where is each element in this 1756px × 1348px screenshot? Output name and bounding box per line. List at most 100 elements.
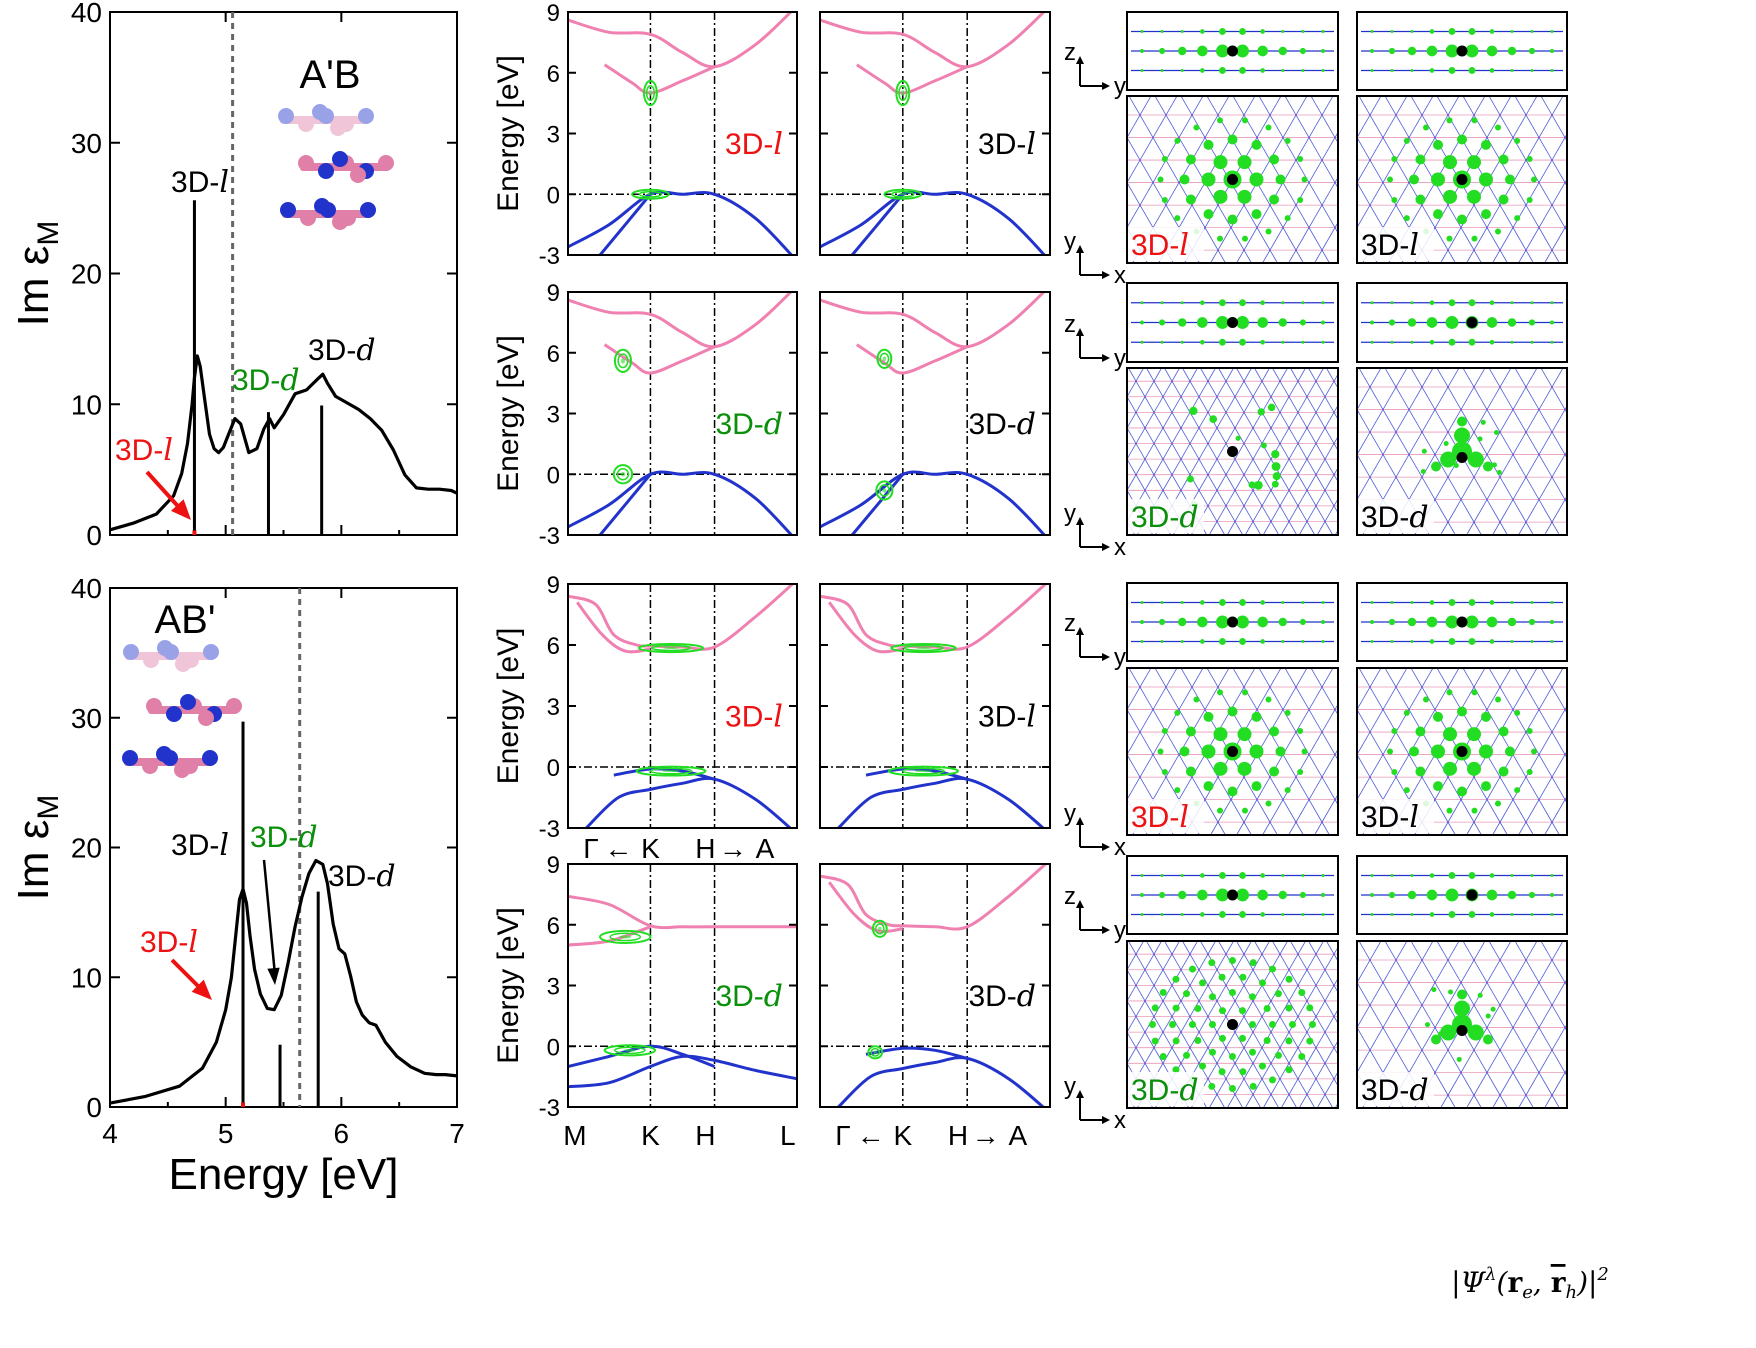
lattice-bond [1342,631,1355,654]
density-lobe [1550,640,1554,643]
lattice-bond [1095,126,1108,149]
lattice-bond [1558,978,1567,995]
y-axis-label-main: Im ε [9,246,58,327]
lattice-bond [1114,405,1123,421]
exciton-weight [651,644,692,652]
lattice-bond [1402,1106,1404,1108]
lattice-bond [1108,104,1121,127]
band-y-tick-label: 6 [547,341,560,368]
lattice-bond [1108,194,1121,217]
lattice [1095,96,1338,263]
lattice-bond [1280,529,1285,535]
hole-position [1466,317,1478,328]
lattice-bond [1338,721,1351,744]
density-lobe [1471,235,1478,242]
lattice-bond [1402,126,1416,150]
lattice-bond [1441,993,1455,1017]
lattice-bond [1180,668,1186,676]
lattice-bond [1195,545,1204,561]
lattice-bond [1284,368,1289,374]
lattice-bond [1545,465,1559,489]
lattice-bond [1545,1038,1559,1062]
lattice-bond [1339,1087,1348,1103]
lattice [1338,96,1598,263]
lattice-bond [1184,833,1186,835]
k-point-label: → [972,1120,1000,1151]
lattice-bond [1338,721,1351,744]
lattice-bond [1195,1118,1204,1134]
lattice-bond [1585,126,1598,149]
lattice-bond [1342,811,1355,834]
lattice-bond [1127,1031,1132,1041]
lattice-bond [1338,194,1351,217]
density-lobe [1528,319,1536,326]
lattice-bond [1339,545,1348,561]
density-lobe [1550,913,1554,916]
lattice-bond [1203,977,1213,994]
wavefunction-panel-label: 3D-l [1361,800,1419,835]
density-lobe [1481,209,1491,220]
density-lobe [1431,172,1445,187]
density-lobe [1239,299,1246,307]
lattice-bond [1585,171,1598,194]
density-lobe [1391,155,1398,162]
lattice-bond [1466,833,1468,835]
layer-atom [174,762,190,778]
density-lobe [1526,769,1533,776]
lattice-bond [1493,675,1507,699]
lattice-bond [1127,1000,1132,1009]
axis-label-y: y [1114,73,1126,100]
lattice-bond [1532,833,1534,835]
lattice-bond [1310,96,1316,104]
lattice-bond [1467,675,1481,699]
density-lobe [1481,781,1491,792]
density-lobe [1285,1037,1293,1045]
density-lobe [1203,781,1214,792]
lattice-bond [1338,104,1351,127]
density-lobe [1420,469,1426,475]
wavefunction-grid: 3D-lzyyx3D-l3D-dzyyx3D-d3D-lzyyx3D-l3D-d… [1064,11,1598,1134]
density-lobe [1409,746,1419,757]
lattice-bond [1454,1106,1456,1108]
band-panel-label-suffix: l [1026,699,1036,734]
lattice-bond [1454,261,1456,263]
lattice-bond [1221,1102,1226,1108]
density-lobe [1269,194,1280,205]
lattice-bond [1328,793,1338,812]
y-axis-label: Im εM [9,795,65,901]
layer-molecule [280,198,376,230]
label-dark-l-suffix: l [219,828,229,863]
lattice-bond [1212,961,1222,978]
density-lobe [1260,68,1265,73]
lattice-bond [1338,511,1351,534]
density-lobe [1482,1034,1493,1045]
lattice-bond [1114,1040,1123,1056]
wavefunction-panel-w4b: 3D-d [1356,855,1568,1109]
lattice-bond [1532,941,1538,949]
lattice-bond [1376,171,1390,195]
layer-molecule [146,694,242,726]
density-lobe [1410,601,1414,604]
lattice-bond [1440,533,1442,535]
lattice-bond [1185,193,1199,217]
lattice-bond [1302,1086,1312,1103]
lattice-bond [1572,466,1585,489]
density-lobe [1479,172,1493,187]
lattice-bond [1585,533,1598,556]
lattice-bond [1358,368,1364,376]
lattice-bond [1325,533,1338,556]
lattice-bond [1329,833,1342,856]
density-lobe [1259,1062,1266,1070]
lattice-bond [1198,698,1212,722]
axis-arrow-head [1076,56,1084,64]
density-lobe [1391,769,1398,776]
lattice-bond [1146,833,1148,835]
lattice-bond [1203,497,1213,514]
k-point-label: ← [857,1120,885,1151]
lattice-bond [1248,451,1258,468]
density-lobe [1219,872,1226,879]
lattice-bond [1454,971,1468,995]
lattice-bond [1532,743,1546,767]
lattice-bond [1105,389,1114,405]
density-lobe [1457,416,1467,427]
